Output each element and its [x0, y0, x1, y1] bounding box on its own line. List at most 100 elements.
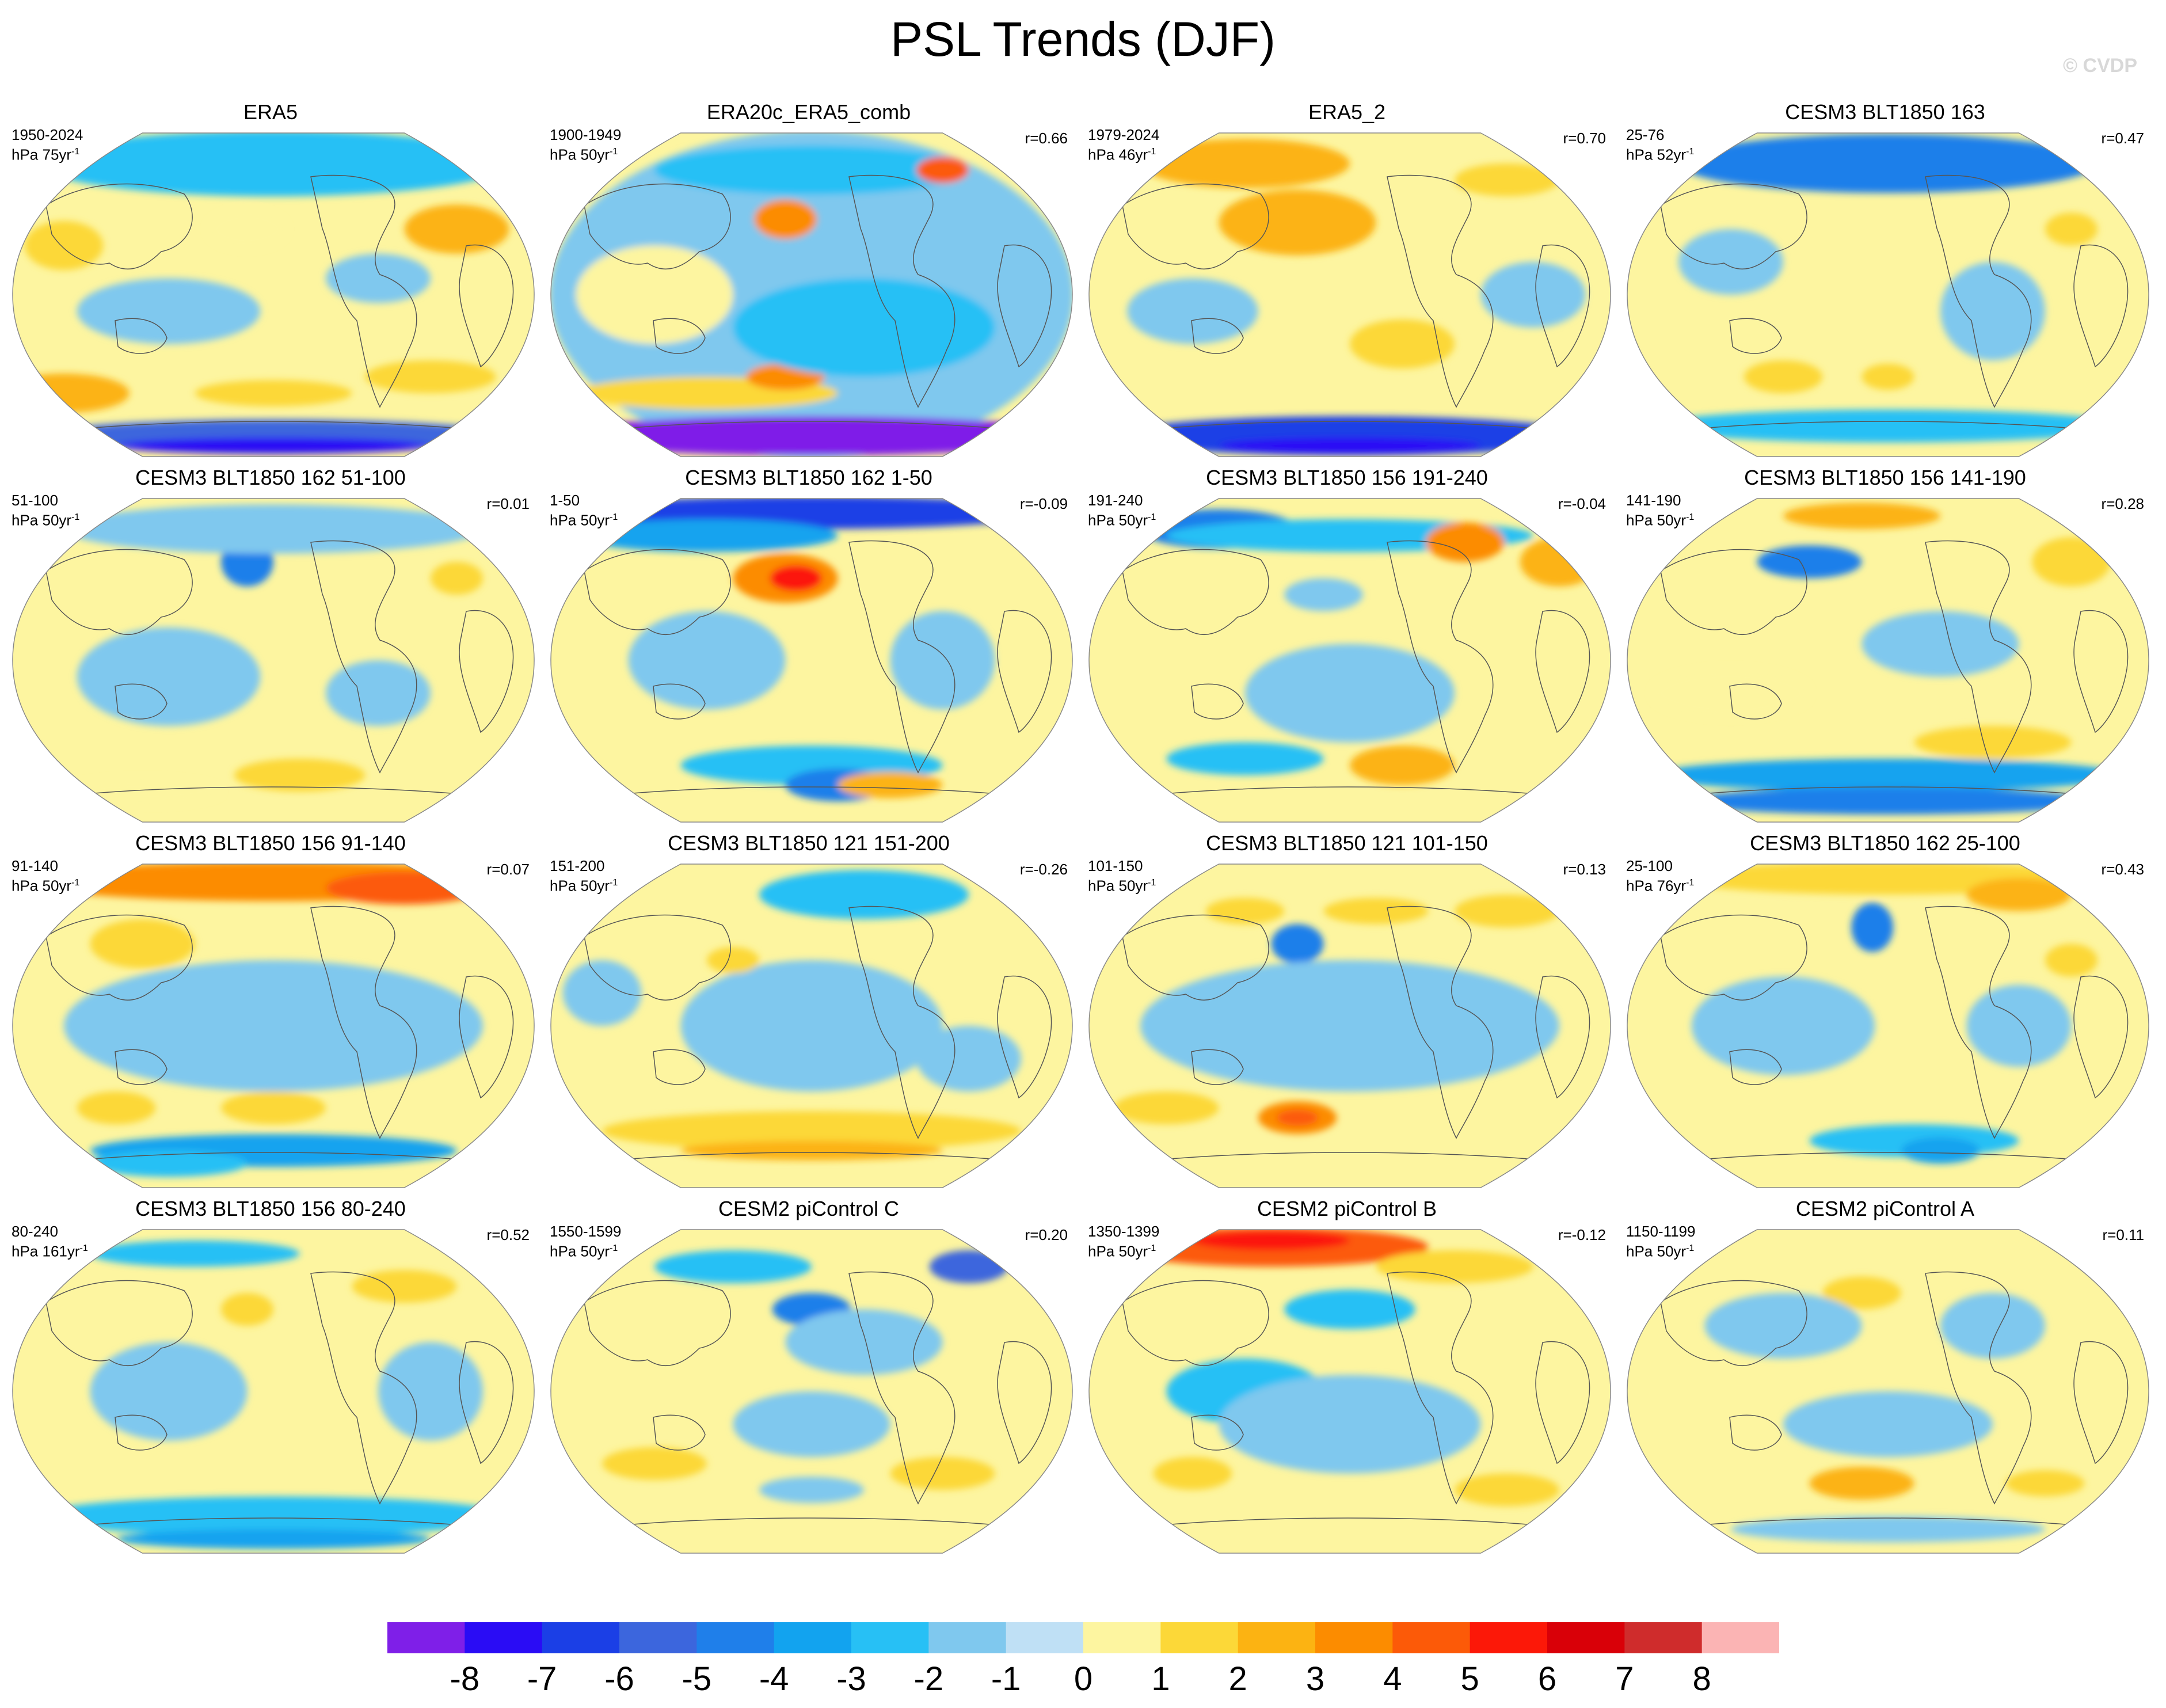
colorbar-tick-label: 0 [1074, 1660, 1093, 1698]
map-panel: CESM3 BLT1850 156 91-140 91-140 hPa 50yr-1… [0, 832, 541, 1200]
panel-units: hPa 50yr-1 [550, 511, 618, 529]
globe-outline [12, 132, 535, 457]
trend-contour [1219, 437, 1481, 454]
colorbar-bin [1624, 1622, 1703, 1653]
cvdp-watermark: © CVDP [2063, 55, 2137, 77]
coastline-shape [997, 975, 1052, 1099]
trend-map [550, 132, 1073, 457]
colorbar-bin [387, 1622, 465, 1653]
coastline-shape [459, 244, 514, 368]
trend-contour [24, 220, 104, 271]
panel-correlation: r=0.07 [486, 861, 530, 878]
coastline-shape [1683, 1517, 2093, 1527]
coastlines [45, 174, 514, 431]
coastline-shape [848, 174, 956, 408]
coastline-shape [1145, 421, 1555, 431]
coastline-shape [1925, 540, 2032, 774]
panel-years: 1950-2024 [12, 126, 83, 143]
trend-map [12, 132, 535, 457]
panel-units: hPa 75yr-1 [12, 146, 80, 163]
trend-contour [195, 380, 352, 406]
coastline-shape [584, 914, 731, 1001]
trend-contour [1731, 1516, 2045, 1543]
panel-years: 25-76 [1626, 126, 1665, 143]
globe-outline [550, 1229, 1073, 1554]
globe-outline [1088, 498, 1611, 823]
map-panel: ERA5_2 1979-2024 hPa 46yr-1 r=0.70 [1076, 101, 1617, 469]
coastline-shape [607, 421, 1017, 431]
panel-title: ERA5_2 [1308, 100, 1386, 124]
panel-title: CESM2 piControl B [1257, 1197, 1437, 1220]
colorbar-bin [1547, 1622, 1625, 1653]
panel-units: hPa 50yr-1 [1088, 877, 1156, 895]
panel-years: 1900-1949 [550, 126, 622, 143]
panel-units: hPa 50yr-1 [550, 146, 618, 163]
coastlines [1122, 1271, 1590, 1527]
trend-contour [1783, 1391, 1993, 1457]
trend-contour [221, 1091, 326, 1124]
coastline-shape [45, 549, 193, 636]
coastlines [1122, 174, 1590, 431]
trend-contour [1153, 1457, 1232, 1490]
panel-correlation: r=0.70 [1563, 130, 1606, 147]
map-panel: CESM2 piControl B 1350-1399 hPa 50yr-1 r=-0… [1076, 1197, 1617, 1566]
trend-contour [1966, 878, 2072, 911]
trend-contour [64, 960, 483, 1091]
coastline-shape [1122, 183, 1269, 270]
trend-contour [1851, 903, 1894, 952]
map-panel: CESM3 BLT1850 163 25-76 hPa 52yr-1 r=0.47 [1615, 101, 2156, 469]
coastline-shape [115, 318, 168, 354]
panel-title: ERA5 [243, 100, 298, 124]
coastline-shape [310, 1271, 417, 1505]
trend-contour [680, 1140, 943, 1161]
colorbar-tick-label: -3 [836, 1660, 866, 1698]
trend-contour [326, 660, 431, 726]
coastline-shape [310, 174, 417, 408]
trend-map [550, 498, 1073, 823]
panel-correlation: r=-0.09 [1019, 495, 1068, 512]
colorbar-tick-label: -2 [913, 1660, 944, 1698]
trend-contour [431, 562, 483, 595]
trend-contour [1166, 742, 1324, 775]
panel-units: hPa 50yr-1 [550, 1242, 618, 1260]
colorbar-bin [851, 1622, 929, 1653]
panel-correlation: r=0.13 [1563, 861, 1606, 878]
trend-map [1627, 1229, 2149, 1554]
panel-title: CESM3 BLT1850 156 141-190 [1744, 466, 2026, 489]
coastline-shape [2073, 975, 2129, 1099]
trend-contour [1455, 163, 1559, 196]
trend-contour [77, 278, 261, 344]
coastline-shape [1122, 549, 1269, 636]
coastline-shape [607, 786, 1017, 796]
coastline-shape [653, 1049, 706, 1085]
coastline-shape [68, 1152, 478, 1162]
globe-outline [1088, 863, 1611, 1188]
panel-correlation: r=0.66 [1025, 130, 1068, 147]
trend-contour [378, 1342, 483, 1441]
map-panel: CESM2 piControl C 1550-1599 hPa 50yr-1 r=0.… [538, 1197, 1079, 1566]
trend-contour [770, 565, 823, 592]
trend-contour [234, 759, 366, 792]
panel-correlation: r=-0.12 [1558, 1226, 1606, 1243]
panel-units: hPa 52yr-1 [1626, 146, 1695, 163]
trend-contour [1901, 1137, 1980, 1164]
colorbar-bin [1392, 1622, 1471, 1653]
trend-contour [64, 778, 221, 805]
colorbar-tick-label: 4 [1383, 1660, 1402, 1698]
trend-contour [1744, 360, 1823, 393]
trend-contour [1914, 726, 2072, 759]
trend-map [1088, 498, 1611, 823]
coastline-shape [1535, 975, 1590, 1099]
coastlines [584, 540, 1052, 796]
coastline-shape [1191, 683, 1244, 720]
panel-correlation: r=0.43 [2101, 861, 2144, 878]
trend-contour [90, 1342, 248, 1441]
map-panel: CESM3 BLT1850 162 25-100 25-100 hPa 76yr-1… [1615, 832, 2156, 1200]
coastline-shape [1191, 1049, 1244, 1085]
trend-contour [1219, 1375, 1481, 1474]
trend-contour [1678, 788, 2098, 815]
colorbar-bin [1315, 1622, 1393, 1653]
map-panel: CESM3 BLT1850 162 51-100 51-100 hPa 50yr-1… [0, 466, 541, 835]
coastline-shape [45, 183, 193, 270]
trend-map [1627, 863, 2149, 1188]
